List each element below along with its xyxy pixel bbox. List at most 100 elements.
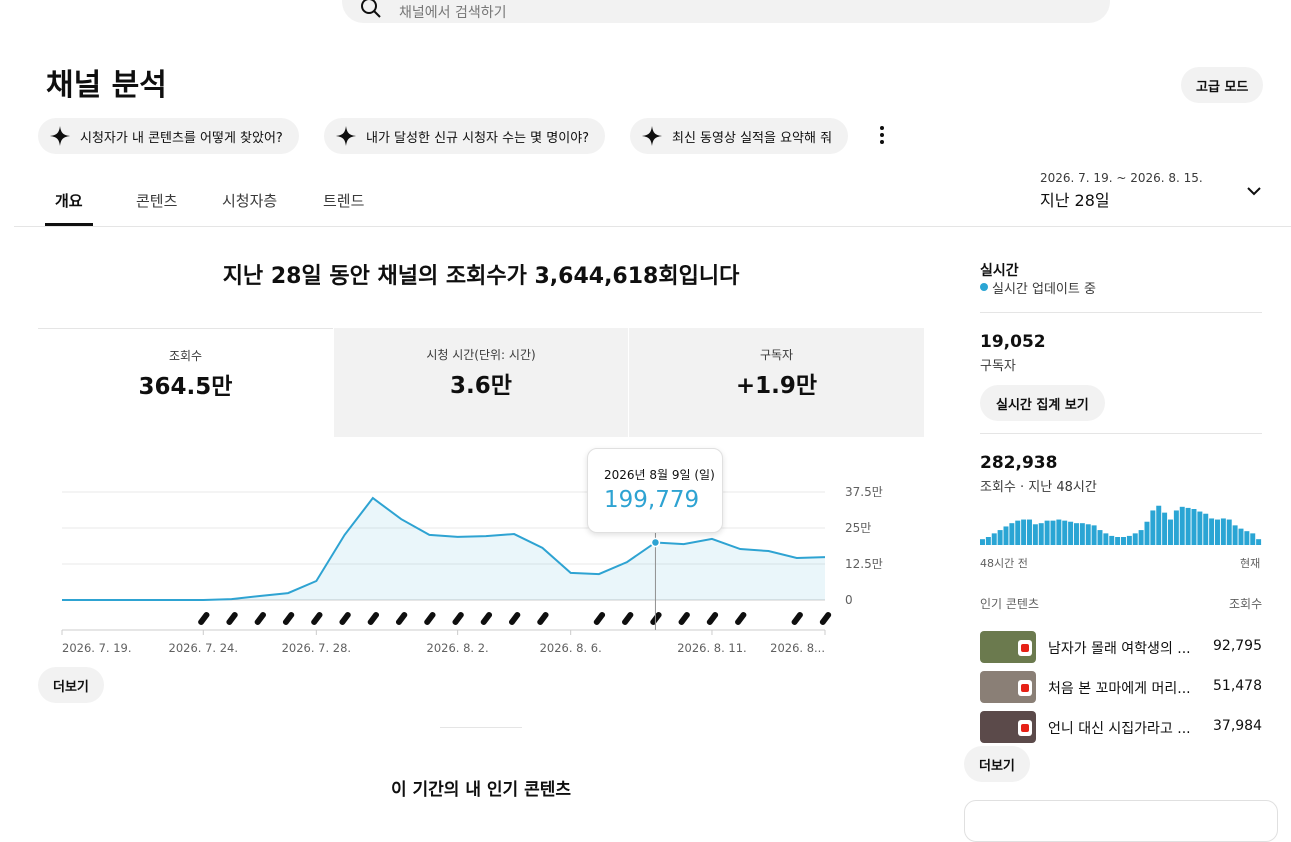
bar bbox=[1062, 520, 1068, 545]
bar bbox=[1250, 533, 1256, 545]
bar bbox=[1215, 519, 1220, 545]
upload-icon bbox=[311, 612, 323, 625]
search-placeholder: 채널에서 검색하기 bbox=[399, 5, 507, 21]
bar bbox=[1173, 510, 1179, 545]
upload-icon bbox=[537, 612, 549, 625]
x-tick-label: 2026. 7. 24. bbox=[169, 641, 239, 655]
x-tick-label: 2026. 7. 19. bbox=[62, 641, 132, 655]
date-range: 2026. 7. 19. ~ 2026. 8. 15. bbox=[1040, 171, 1203, 185]
bar bbox=[1191, 509, 1197, 545]
advanced-mode-button[interactable]: 고급 모드 bbox=[1181, 67, 1264, 103]
metric-card[interactable]: 조회수 364.5만 bbox=[38, 328, 333, 438]
line bbox=[62, 496, 826, 601]
tab[interactable]: 트렌드 bbox=[323, 192, 365, 210]
dropdown-icon[interactable] bbox=[1246, 186, 1262, 196]
bar bbox=[1244, 531, 1250, 545]
upload-icon bbox=[452, 612, 464, 625]
card bbox=[964, 800, 1278, 842]
metric-card[interactable]: 시청 시간(단위: 시간) 3.6만 bbox=[334, 328, 628, 437]
views-count: 282,938 bbox=[980, 453, 1058, 473]
bar bbox=[1009, 523, 1015, 545]
x-tick-label: 2026. 8... bbox=[770, 641, 825, 655]
bar bbox=[1015, 520, 1021, 545]
tooltip-value: 199,779 bbox=[604, 487, 700, 513]
bar bbox=[1256, 539, 1262, 545]
bar bbox=[1197, 511, 1203, 545]
upload-icon bbox=[791, 612, 803, 625]
shorts-icon bbox=[1021, 684, 1029, 692]
content-title[interactable]: 언니 대신 시집가라고 ... bbox=[1048, 721, 1191, 737]
content-views: 51,478 bbox=[1213, 678, 1262, 694]
content-title[interactable]: 처음 본 꼬마에게 머리... bbox=[1048, 681, 1191, 697]
bar bbox=[1068, 521, 1074, 545]
suggestion-chip[interactable]: 시청자가 내 콘텐츠를 어떻게 찾았어? bbox=[38, 118, 299, 154]
upload-icon bbox=[424, 612, 436, 625]
bar bbox=[1156, 505, 1162, 545]
suggestion-chip[interactable]: 내가 달성한 신규 시청자 수는 몇 명이야? bbox=[324, 118, 606, 154]
bar bbox=[1238, 528, 1244, 545]
area bbox=[62, 498, 825, 600]
bar bbox=[1097, 530, 1103, 545]
y-tick-label: 25만 bbox=[845, 521, 871, 535]
metric-card[interactable]: 구독자 +1.9만 bbox=[629, 328, 924, 437]
upload-icon bbox=[367, 612, 379, 625]
metric-label: 조회수 bbox=[168, 349, 203, 363]
thumbnail[interactable] bbox=[980, 671, 1036, 703]
more-button[interactable]: 더보기 bbox=[964, 746, 1030, 782]
bar bbox=[1179, 506, 1185, 545]
mini-chart-end: 현재 bbox=[1240, 557, 1261, 570]
bar bbox=[1050, 520, 1056, 545]
bar bbox=[1044, 520, 1050, 545]
bar bbox=[1103, 533, 1109, 545]
bar bbox=[1209, 518, 1215, 545]
top-content-title: 인기 콘텐츠 bbox=[980, 597, 1040, 611]
date-range-label[interactable]: 지난 28일 bbox=[1040, 191, 1110, 210]
upload-icon bbox=[509, 612, 521, 625]
live-dot bbox=[980, 283, 988, 291]
realtime-button[interactable]: 실시간 집계 보기 bbox=[980, 385, 1105, 421]
bar bbox=[1115, 537, 1121, 545]
bar bbox=[1032, 524, 1038, 545]
tab[interactable]: 시청자층 bbox=[222, 192, 278, 210]
tooltip: 2026년 8월 9일 (일) 199,779 bbox=[587, 448, 723, 533]
bar bbox=[1121, 537, 1126, 545]
suggestion-chip[interactable]: 최신 동영상 실적을 요약해 줘 bbox=[630, 118, 849, 154]
bar bbox=[1027, 519, 1032, 545]
metric-value: +1.9만 bbox=[735, 373, 818, 399]
highlight-point bbox=[650, 537, 661, 548]
page: 0 12.5만 25만 37.5만 2026. 7. 19. 2026. 7. 24. 20… bbox=[14, 0, 1291, 842]
more-button[interactable]: 더보기 bbox=[38, 667, 104, 703]
upload-icon bbox=[735, 612, 747, 625]
tab[interactable]: 콘텐츠 bbox=[136, 192, 178, 210]
divider bbox=[440, 727, 522, 728]
metric-value: 3.6만 bbox=[450, 373, 512, 399]
bar bbox=[1003, 526, 1009, 545]
thumbnail[interactable] bbox=[980, 631, 1036, 663]
tab[interactable]: 개요 bbox=[55, 192, 83, 210]
x-tick-label: 2026. 8. 2. bbox=[427, 641, 489, 655]
divider bbox=[14, 226, 1291, 227]
metric-value: 364.5만 bbox=[138, 374, 233, 400]
metric-label: 구독자 bbox=[759, 348, 794, 362]
divider bbox=[980, 312, 1262, 313]
more-icon[interactable] bbox=[879, 125, 885, 145]
bar bbox=[997, 530, 1003, 545]
upload-icon bbox=[339, 612, 351, 625]
search-box[interactable]: 채널에서 검색하기 bbox=[342, 0, 1110, 23]
bar bbox=[1138, 530, 1144, 545]
content-title[interactable]: 남자가 몰래 여학생의 ... bbox=[1048, 641, 1191, 657]
upload-icon bbox=[198, 612, 210, 625]
upload-icon bbox=[678, 612, 690, 625]
upload-icon bbox=[593, 612, 606, 625]
bar bbox=[1150, 510, 1156, 545]
bar bbox=[1091, 525, 1097, 545]
y-tick-label: 12.5만 bbox=[845, 557, 883, 571]
upload-icon bbox=[254, 612, 266, 625]
upload-icon bbox=[819, 612, 832, 625]
thumbnail[interactable] bbox=[980, 711, 1036, 743]
sparkle-icon bbox=[336, 126, 356, 146]
page-title: 채널 분석 bbox=[46, 68, 167, 103]
bar bbox=[1109, 535, 1115, 545]
bar bbox=[1162, 512, 1168, 545]
subscriber-count: 19,052 bbox=[980, 332, 1046, 352]
